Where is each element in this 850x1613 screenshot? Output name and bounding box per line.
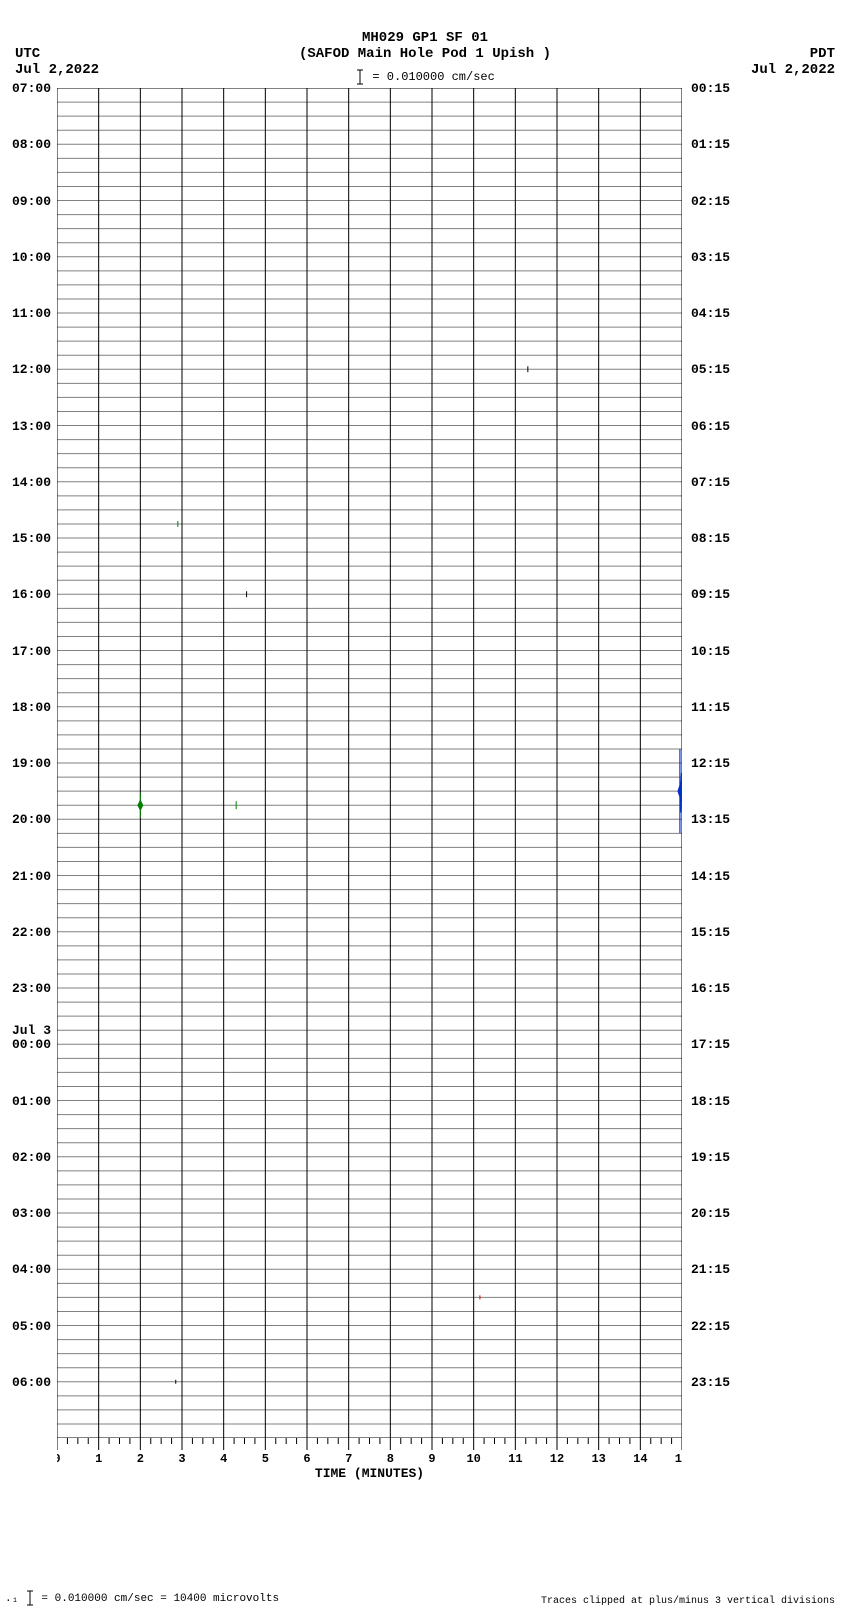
time-label: 19:15 — [691, 1150, 730, 1165]
time-label: 01:00 — [12, 1094, 51, 1109]
time-label: 00:15 — [691, 81, 730, 96]
station-id: MH029 GP1 SF 01 — [0, 30, 850, 46]
time-label: 16:00 — [12, 587, 51, 602]
svg-text:5: 5 — [262, 1452, 269, 1466]
time-label: 22:15 — [691, 1319, 730, 1334]
svg-text:8: 8 — [387, 1452, 394, 1466]
time-label: 01:15 — [691, 137, 730, 152]
time-label: 11:00 — [12, 306, 51, 321]
time-label: 15:15 — [691, 925, 730, 940]
time-label: 05:00 — [12, 1319, 51, 1334]
footer-left: .₁ = 0.010000 cm/sec = 10400 microvolts — [5, 1589, 279, 1607]
time-label: 15:00 — [12, 531, 51, 546]
time-label: 03:15 — [691, 250, 730, 265]
time-label: 18:15 — [691, 1094, 730, 1109]
x-axis-title: TIME (MINUTES) — [57, 1466, 682, 1481]
time-label: 14:15 — [691, 869, 730, 884]
station-name: (SAFOD Main Hole Pod 1 Upish ) — [0, 46, 850, 62]
time-label: 10:00 — [12, 250, 51, 265]
time-label: 00:00 — [12, 1037, 51, 1052]
time-label: 07:15 — [691, 475, 730, 490]
time-label: 21:00 — [12, 869, 51, 884]
svg-text:11: 11 — [508, 1452, 522, 1466]
footer-bar-icon — [25, 1593, 35, 1605]
footer-right: Traces clipped at plus/minus 3 vertical … — [541, 1596, 835, 1607]
time-label: 14:00 — [12, 475, 51, 490]
time-label: 19:00 — [12, 756, 51, 771]
time-label: Jul 3 — [12, 1023, 51, 1038]
svg-text:12: 12 — [550, 1452, 564, 1466]
svg-text:9: 9 — [428, 1452, 435, 1466]
time-label: 05:15 — [691, 362, 730, 377]
time-label: 06:00 — [12, 1375, 51, 1390]
footer-tick-icon: .₁ — [5, 1593, 18, 1605]
scale-bar-icon — [355, 68, 365, 86]
time-label: 08:15 — [691, 531, 730, 546]
time-label: 17:00 — [12, 644, 51, 659]
svg-text:0: 0 — [57, 1452, 61, 1466]
time-label: 06:15 — [691, 419, 730, 434]
time-label: 13:00 — [12, 419, 51, 434]
time-label: 18:00 — [12, 700, 51, 715]
time-label: 11:15 — [691, 700, 730, 715]
svg-text:1: 1 — [95, 1452, 102, 1466]
svg-text:14: 14 — [633, 1452, 647, 1466]
time-label: 21:15 — [691, 1262, 730, 1277]
svg-text:6: 6 — [303, 1452, 310, 1466]
right-time-labels: 00:1501:1502:1503:1504:1505:1506:1507:15… — [687, 88, 747, 1438]
time-label: 03:00 — [12, 1206, 51, 1221]
time-label: 22:00 — [12, 925, 51, 940]
time-label: 08:00 — [12, 137, 51, 152]
time-label: 13:15 — [691, 812, 730, 827]
tz-left-name: UTC — [15, 46, 40, 62]
footer-left-text: = 0.010000 cm/sec = 10400 microvolts — [41, 1593, 279, 1605]
time-label: 09:15 — [691, 587, 730, 602]
scale-value: = 0.010000 cm/sec — [372, 70, 494, 84]
time-label: 09:00 — [12, 194, 51, 209]
time-label: 02:15 — [691, 194, 730, 209]
time-label: 04:15 — [691, 306, 730, 321]
svg-text:7: 7 — [345, 1452, 352, 1466]
svg-text:13: 13 — [591, 1452, 605, 1466]
time-label: 20:00 — [12, 812, 51, 827]
time-label: 16:15 — [691, 981, 730, 996]
time-label: 10:15 — [691, 644, 730, 659]
svg-text:3: 3 — [178, 1452, 185, 1466]
time-label: 17:15 — [691, 1037, 730, 1052]
time-label: 12:00 — [12, 362, 51, 377]
time-label: 07:00 — [12, 81, 51, 96]
time-label: 23:15 — [691, 1375, 730, 1390]
tz-right-name: PDT — [810, 46, 835, 62]
time-label: 23:00 — [12, 981, 51, 996]
svg-text:4: 4 — [220, 1452, 227, 1466]
time-label: 12:15 — [691, 756, 730, 771]
svg-text:10: 10 — [466, 1452, 480, 1466]
svg-text:15: 15 — [675, 1452, 682, 1466]
time-label: 02:00 — [12, 1150, 51, 1165]
helicorder-chart — [57, 88, 682, 1438]
time-label: 20:15 — [691, 1206, 730, 1221]
time-label: 04:00 — [12, 1262, 51, 1277]
svg-text:2: 2 — [137, 1452, 144, 1466]
left-time-labels: 07:0008:0009:0010:0011:0012:0013:0014:00… — [0, 88, 55, 1438]
